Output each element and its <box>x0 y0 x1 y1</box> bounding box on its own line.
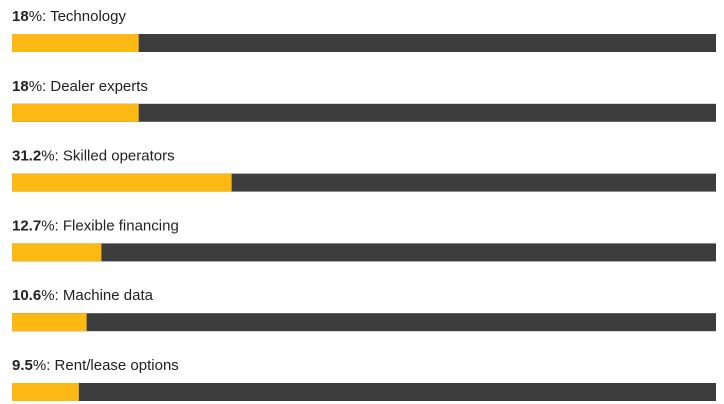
value-suffix: %: <box>29 78 51 95</box>
bar-label: 9.5%: Rent/lease options <box>12 357 179 374</box>
bar-label: 18%: Dealer experts <box>12 78 148 95</box>
bar <box>12 34 139 52</box>
category-label: Flexible financing <box>63 217 179 234</box>
bar-label: 12.7%: Flexible financing <box>12 217 179 234</box>
bar-label: 10.6%: Machine data <box>12 287 154 304</box>
track <box>12 103 716 122</box>
bar-label: 18%: Technology <box>12 8 126 25</box>
category-label: Skilled operators <box>63 148 175 165</box>
track <box>12 34 716 52</box>
value-suffix: %: <box>29 8 50 25</box>
value-label: 9.5 <box>12 357 33 374</box>
value-label: 18 <box>12 8 29 25</box>
value-label: 31.2 <box>12 148 41 165</box>
category-label: Rent/lease options <box>55 357 179 374</box>
bar <box>12 313 87 332</box>
bar <box>12 103 139 122</box>
bar <box>12 173 232 192</box>
track <box>12 383 716 401</box>
category-label: Machine data <box>63 287 154 304</box>
value-suffix: %: <box>41 148 63 165</box>
track <box>12 243 716 262</box>
value-label: 10.6 <box>12 287 41 304</box>
value-label: 18 <box>12 78 29 95</box>
value-suffix: %: <box>33 357 55 374</box>
track <box>12 313 716 332</box>
value-label: 12.7 <box>12 217 41 234</box>
bar-label: 31.2%: Skilled operators <box>12 148 175 165</box>
value-suffix: %: <box>41 287 63 304</box>
category-label: Technology <box>50 8 126 25</box>
bar <box>12 243 102 262</box>
category-label: Dealer experts <box>50 78 148 95</box>
value-suffix: %: <box>41 217 63 234</box>
bar <box>12 383 79 401</box>
